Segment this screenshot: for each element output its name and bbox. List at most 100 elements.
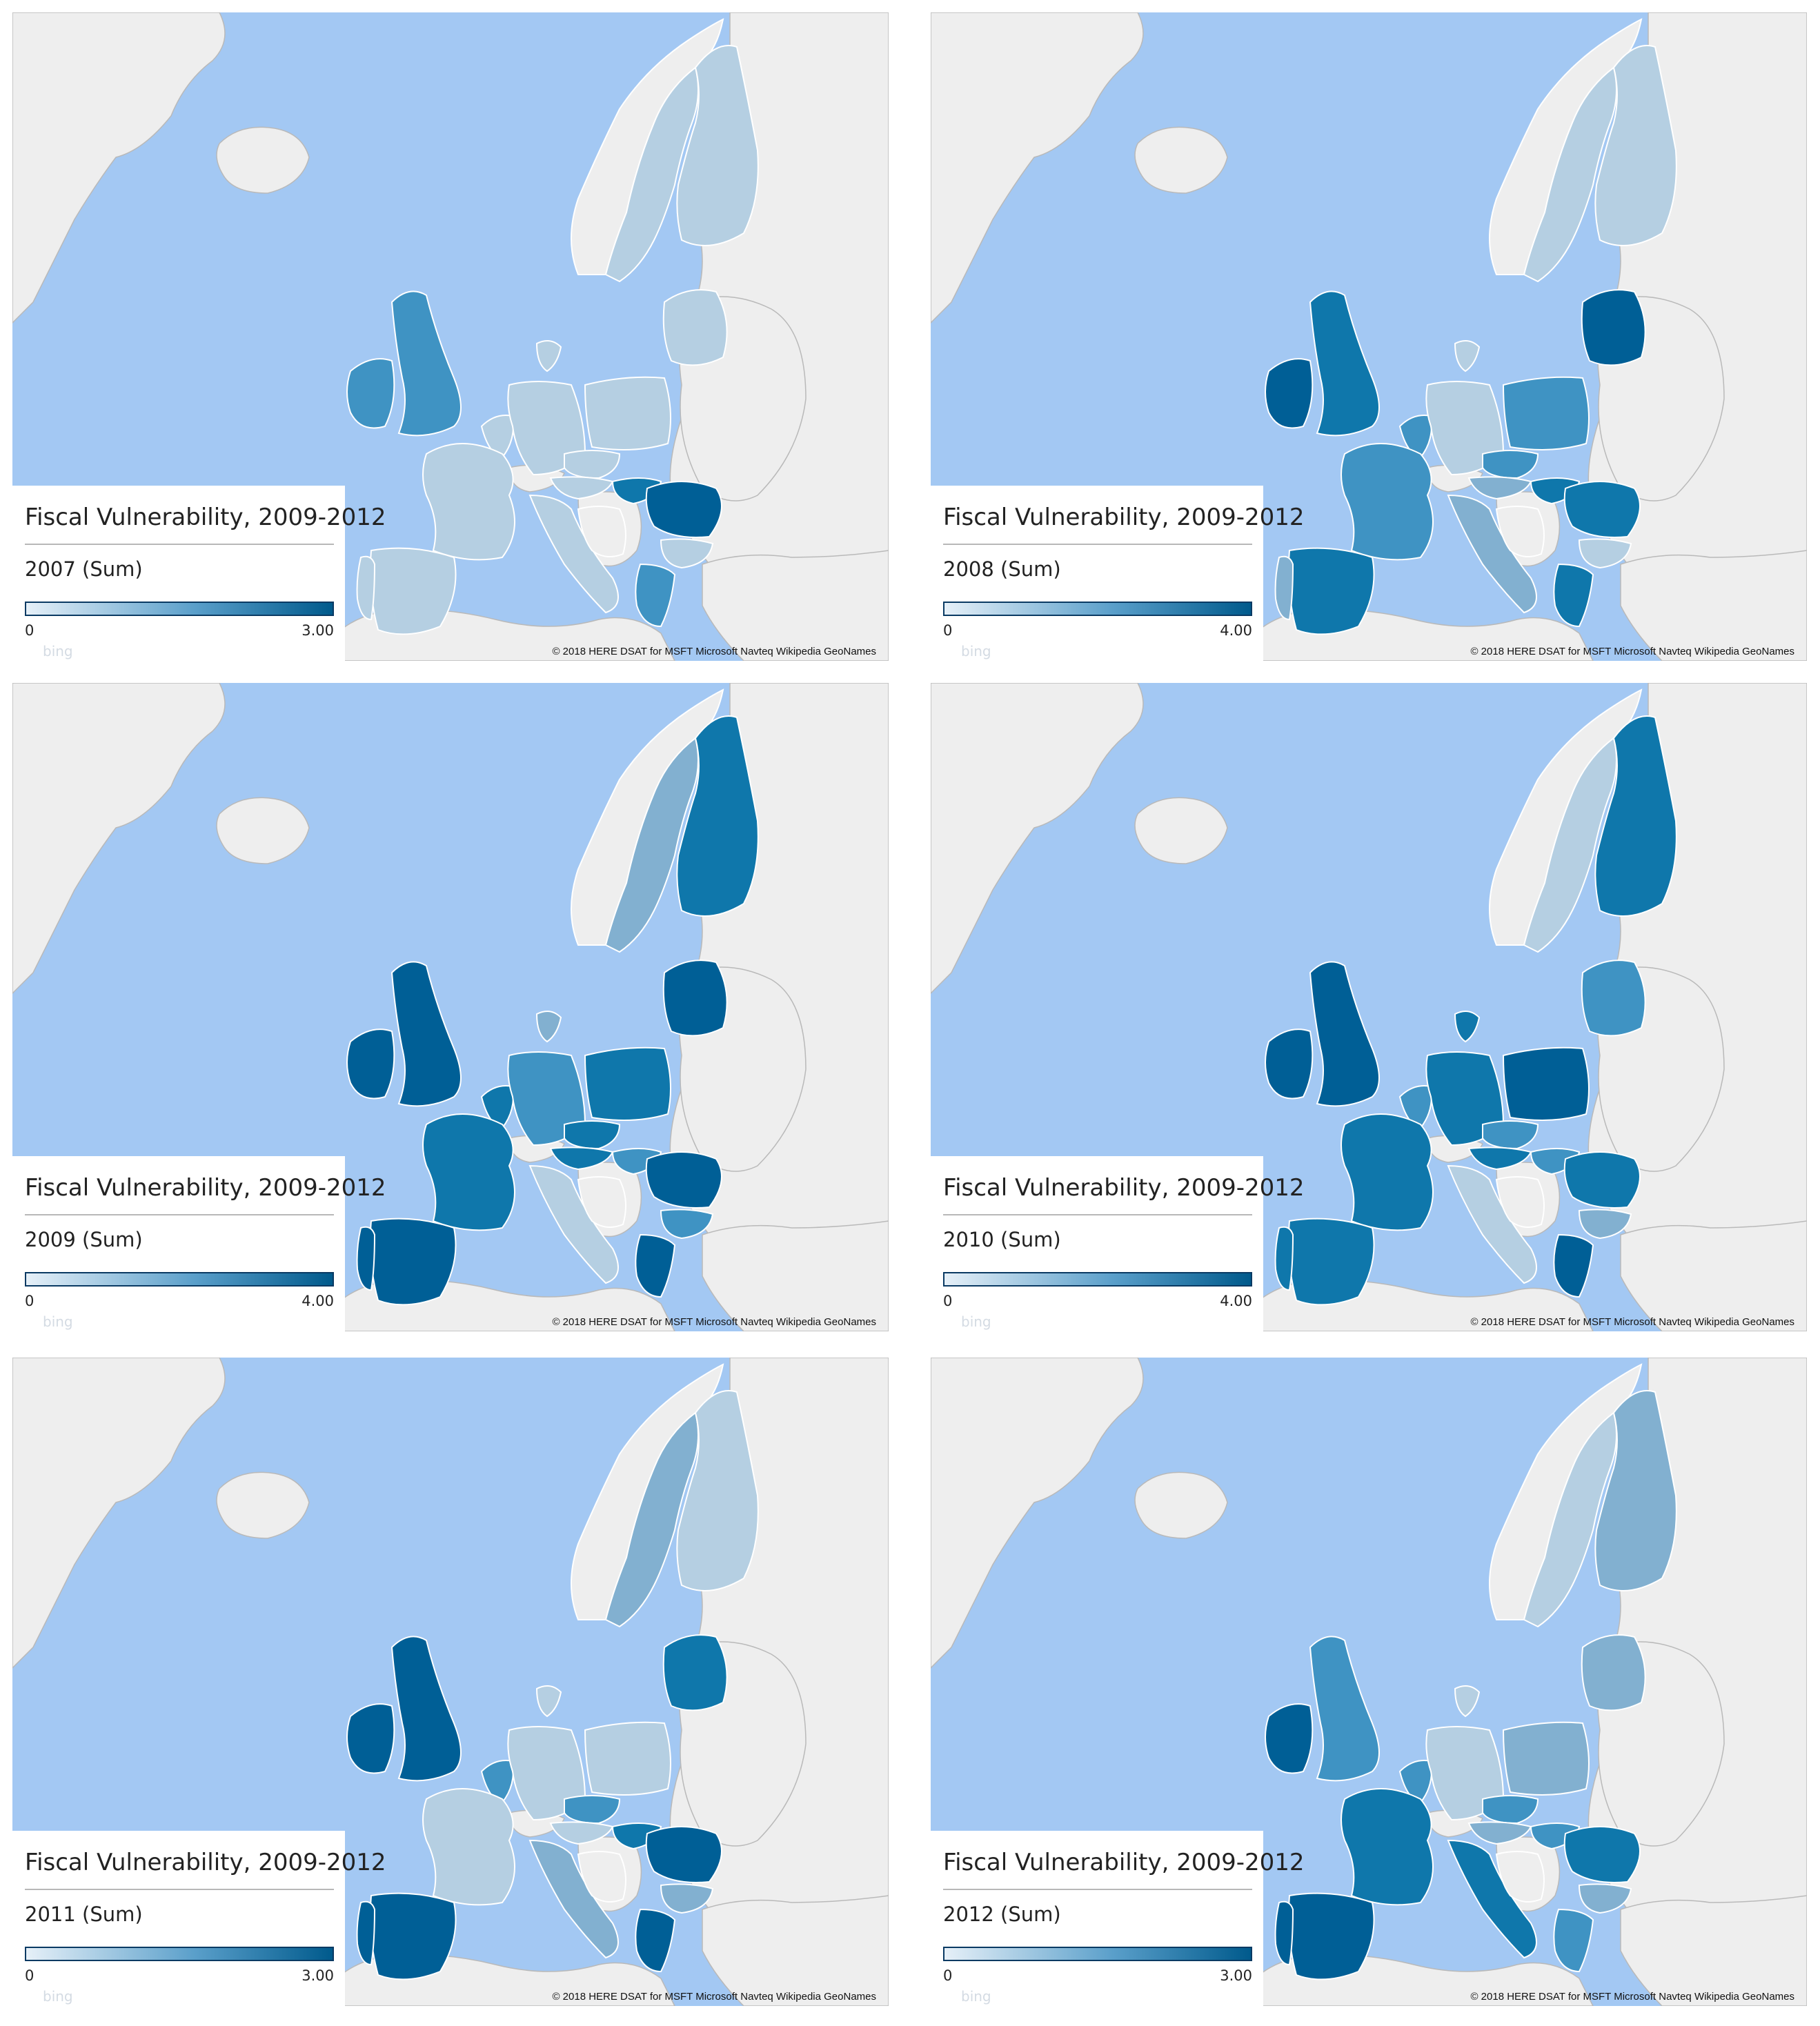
country-gbr[interactable] <box>1309 1636 1380 1782</box>
country-fin[interactable] <box>676 715 759 917</box>
country-dnk[interactable] <box>1454 1011 1481 1043</box>
country-grc[interactable] <box>1553 1908 1594 1973</box>
country-fra[interactable] <box>1341 443 1434 561</box>
country-dnk[interactable] <box>535 340 562 373</box>
country-cze[interactable] <box>564 1120 621 1150</box>
country-fin[interactable] <box>676 1390 759 1591</box>
country-esp[interactable] <box>1287 1218 1375 1306</box>
land-greenland <box>931 683 1144 995</box>
country-pol[interactable] <box>584 1046 671 1121</box>
country-cze[interactable] <box>564 450 621 479</box>
country-aut[interactable] <box>549 1821 614 1845</box>
country-irl[interactable] <box>1265 358 1314 429</box>
country-balk[interactable] <box>577 506 626 557</box>
country-fin[interactable] <box>1594 45 1677 246</box>
country-grc[interactable] <box>635 1233 676 1298</box>
legend-color-scale <box>25 602 334 616</box>
country-rou[interactable] <box>1563 1826 1641 1883</box>
legend-color-scale <box>25 1947 334 1961</box>
country-esp[interactable] <box>369 1892 457 1980</box>
country-prt[interactable] <box>356 1226 376 1291</box>
country-aut[interactable] <box>1467 476 1532 500</box>
country-fin[interactable] <box>1594 715 1677 917</box>
country-dnk[interactable] <box>535 1685 562 1718</box>
country-pol[interactable] <box>584 376 671 450</box>
country-prt[interactable] <box>356 1900 376 1966</box>
country-cze[interactable] <box>1482 1795 1539 1825</box>
country-bgr[interactable] <box>1578 1883 1632 1914</box>
country-ita[interactable] <box>1447 494 1537 614</box>
country-balk[interactable] <box>1495 1176 1545 1228</box>
country-grc[interactable] <box>1553 1233 1594 1298</box>
country-balt[interactable] <box>662 1634 728 1711</box>
country-esp[interactable] <box>369 547 457 635</box>
country-aut[interactable] <box>549 1146 614 1171</box>
country-rou[interactable] <box>1563 481 1641 538</box>
country-aut[interactable] <box>1467 1821 1532 1845</box>
country-fin[interactable] <box>676 45 759 246</box>
country-ita[interactable] <box>1447 1164 1537 1284</box>
country-irl[interactable] <box>346 1703 395 1774</box>
country-balk[interactable] <box>577 1176 626 1228</box>
country-gbr[interactable] <box>1309 961 1380 1107</box>
country-gbr[interactable] <box>1309 290 1380 437</box>
country-prt[interactable] <box>1274 1900 1294 1966</box>
country-aut[interactable] <box>1467 1146 1532 1171</box>
country-dnk[interactable] <box>1454 1685 1481 1718</box>
country-dnk[interactable] <box>535 1011 562 1043</box>
country-bgr[interactable] <box>660 538 714 569</box>
country-cze[interactable] <box>1482 450 1539 479</box>
country-balt[interactable] <box>1581 1634 1646 1711</box>
country-esp[interactable] <box>1287 1892 1375 1980</box>
country-fra[interactable] <box>422 1113 515 1231</box>
country-pol[interactable] <box>1502 376 1590 450</box>
country-prt[interactable] <box>356 555 376 621</box>
country-cze[interactable] <box>1482 1120 1539 1150</box>
country-fra[interactable] <box>1341 1788 1434 1906</box>
country-rou[interactable] <box>1563 1151 1641 1209</box>
country-bgr[interactable] <box>660 1209 714 1240</box>
country-prt[interactable] <box>1274 555 1294 621</box>
country-bgr[interactable] <box>1578 538 1632 569</box>
country-balk[interactable] <box>1495 506 1545 557</box>
country-irl[interactable] <box>1265 1029 1314 1100</box>
country-gbr[interactable] <box>390 290 462 437</box>
country-esp[interactable] <box>1287 547 1375 635</box>
country-irl[interactable] <box>346 1029 395 1100</box>
country-balk[interactable] <box>577 1851 626 1903</box>
country-bgr[interactable] <box>1578 1209 1632 1240</box>
country-irl[interactable] <box>1265 1703 1314 1774</box>
country-pol[interactable] <box>1502 1046 1590 1121</box>
country-rou[interactable] <box>645 1826 722 1883</box>
country-rou[interactable] <box>645 481 722 538</box>
country-fin[interactable] <box>1594 1390 1677 1591</box>
country-gbr[interactable] <box>390 961 462 1107</box>
country-ita[interactable] <box>528 1164 619 1284</box>
country-aut[interactable] <box>549 476 614 500</box>
country-grc[interactable] <box>635 563 676 628</box>
country-fra[interactable] <box>422 1788 515 1906</box>
country-esp[interactable] <box>369 1218 457 1306</box>
country-balt[interactable] <box>662 960 728 1037</box>
country-ita[interactable] <box>1447 1839 1537 1959</box>
country-balt[interactable] <box>1581 289 1646 366</box>
country-fra[interactable] <box>422 443 515 561</box>
country-grc[interactable] <box>635 1908 676 1973</box>
map-legend: Fiscal Vulnerability, 2009-2012 2010 (Sum… <box>931 1156 1305 1331</box>
country-fra[interactable] <box>1341 1113 1434 1231</box>
country-balt[interactable] <box>1581 960 1646 1037</box>
country-ita[interactable] <box>528 1839 619 1959</box>
country-balk[interactable] <box>1495 1851 1545 1903</box>
country-prt[interactable] <box>1274 1226 1294 1291</box>
country-irl[interactable] <box>346 358 395 429</box>
country-bgr[interactable] <box>660 1883 714 1914</box>
country-pol[interactable] <box>1502 1721 1590 1796</box>
country-dnk[interactable] <box>1454 340 1481 373</box>
country-balt[interactable] <box>662 289 728 366</box>
country-grc[interactable] <box>1553 563 1594 628</box>
country-gbr[interactable] <box>390 1636 462 1782</box>
country-ita[interactable] <box>528 494 619 614</box>
country-rou[interactable] <box>645 1151 722 1209</box>
country-cze[interactable] <box>564 1795 621 1825</box>
country-pol[interactable] <box>584 1721 671 1796</box>
